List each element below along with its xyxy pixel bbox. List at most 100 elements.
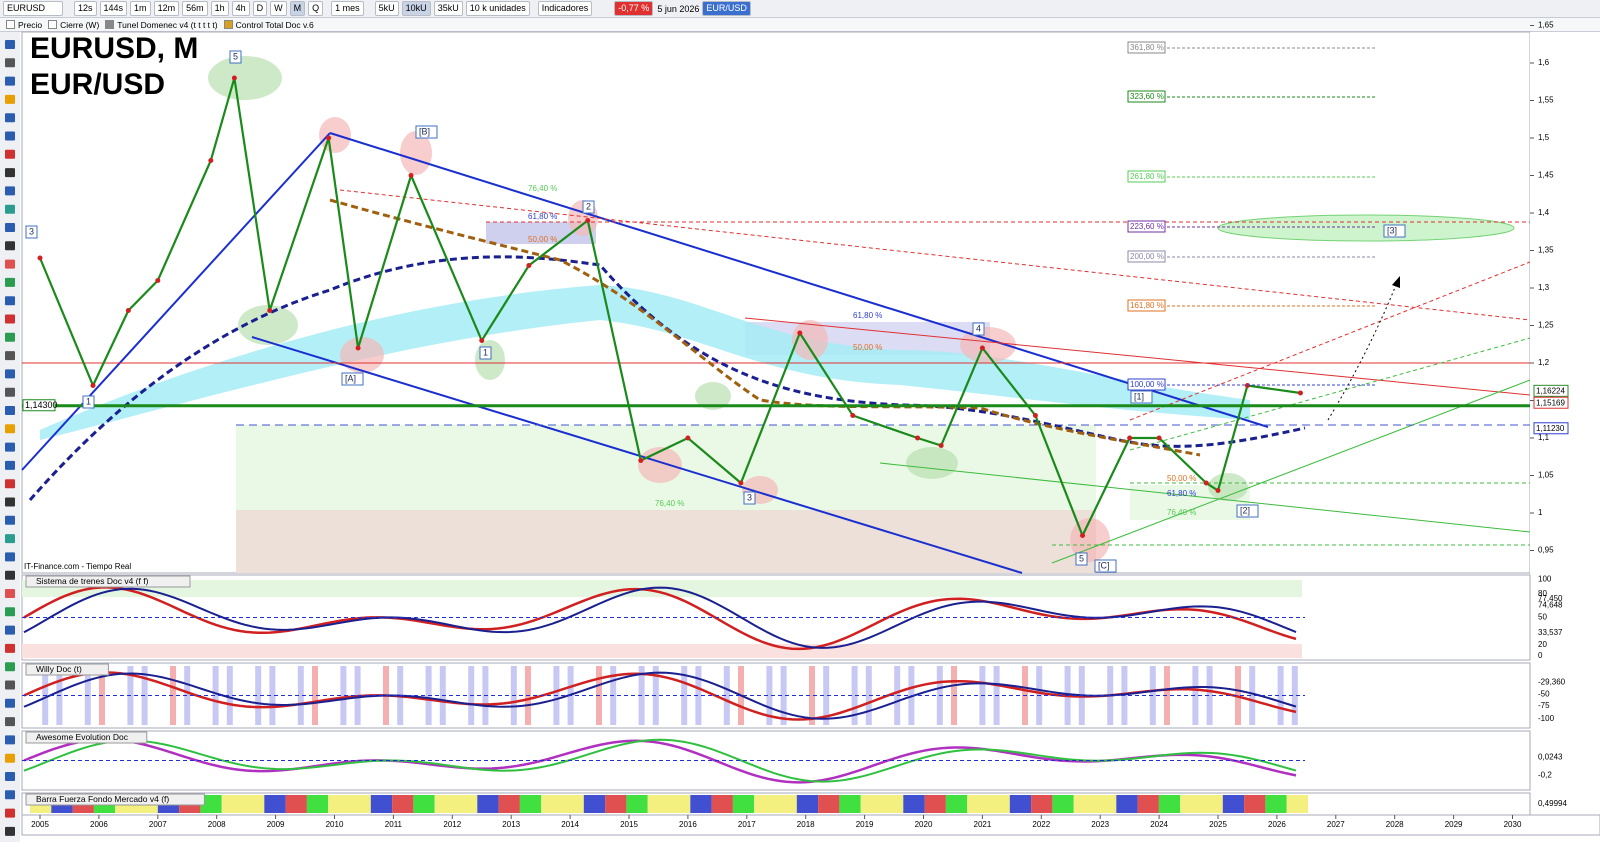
time-tick-label: 2026: [1268, 820, 1286, 829]
panel-axis-label: -100: [1538, 714, 1555, 723]
tool-icon[interactable]: [5, 680, 15, 690]
tool-icon[interactable]: [5, 625, 15, 635]
signal-bar: [269, 666, 276, 725]
tool-icon[interactable]: [5, 698, 15, 708]
tool-icon[interactable]: [5, 442, 15, 452]
time-tick-label: 2008: [208, 820, 226, 829]
strength-bar: [796, 795, 819, 813]
strength-bar: [264, 795, 286, 813]
fib-label: 61,80 %: [853, 311, 882, 320]
tool-icon[interactable]: [5, 76, 15, 86]
tool-icon[interactable]: [5, 460, 15, 470]
fib-label: 61,80 %: [1167, 489, 1196, 498]
tool-icon[interactable]: [5, 131, 15, 141]
timeframe-button[interactable]: 56m: [182, 1, 208, 16]
tool-icon[interactable]: [5, 424, 15, 434]
tool-icon[interactable]: [5, 277, 15, 287]
tool-icon[interactable]: [5, 259, 15, 269]
timeframe-button[interactable]: Q: [308, 1, 324, 16]
timeframe-button[interactable]: D: [252, 1, 268, 16]
trend-line: [744, 317, 1531, 396]
panel-title-box: [25, 663, 109, 676]
dashed-line: [1129, 261, 1531, 421]
tool-icon[interactable]: [5, 186, 15, 196]
timeframe-button[interactable]: 12s: [74, 1, 97, 16]
tool-icon[interactable]: [5, 94, 15, 104]
tool-icon[interactable]: [5, 772, 15, 781]
legend-item[interactable]: Cierre (W): [48, 20, 99, 30]
tool-icon[interactable]: [5, 826, 15, 836]
tool-icon[interactable]: [5, 204, 15, 214]
tool-icon[interactable]: [5, 717, 15, 727]
time-tick-label: 2023: [1091, 820, 1109, 829]
wave-box: [972, 322, 985, 336]
price-point: [1156, 435, 1162, 441]
tool-icon[interactable]: [5, 607, 15, 617]
unit-button[interactable]: 35kU: [433, 1, 463, 16]
tool-icon[interactable]: [5, 662, 15, 672]
wave-label: 3: [747, 492, 752, 502]
indicators-button[interactable]: Indicadores: [537, 1, 593, 16]
tool-icon[interactable]: [5, 552, 15, 562]
tool-icon[interactable]: [5, 113, 15, 123]
timeframe-button[interactable]: M: [289, 1, 306, 16]
highlight-ellipse: [906, 447, 958, 479]
units-select[interactable]: 10 k unidades: [465, 1, 530, 16]
timeframe-button[interactable]: 1m: [130, 1, 151, 16]
tool-icon[interactable]: [5, 808, 15, 818]
timeframe-button[interactable]: 1h: [210, 1, 229, 16]
tool-icon[interactable]: [5, 515, 15, 525]
panel-axis-label: 0,0243: [1538, 753, 1563, 762]
tool-icon[interactable]: [5, 351, 15, 361]
tool-icon[interactable]: [5, 40, 15, 49]
tool-icon[interactable]: [5, 296, 15, 306]
tool-icon[interactable]: [5, 149, 15, 159]
tool-icon[interactable]: [5, 58, 15, 68]
highlight-ellipse: [475, 340, 505, 380]
tool-icon[interactable]: [5, 406, 15, 415]
price-tag: 1,11230: [1536, 424, 1565, 433]
unit-button[interactable]: 5kU: [374, 1, 399, 16]
price-tick-label: 0,95: [1538, 546, 1554, 555]
tool-icon[interactable]: [5, 223, 15, 232]
fib-label: 61,80 %: [528, 212, 557, 221]
symbol-select[interactable]: EURUSD: [3, 1, 63, 16]
tool-icon[interactable]: [5, 479, 15, 489]
timeframe-button[interactable]: 4h: [231, 1, 250, 16]
unit-button[interactable]: 10kU: [401, 1, 431, 16]
timeframe-button[interactable]: 12m: [153, 1, 180, 16]
legend-item[interactable]: Precio: [6, 20, 42, 30]
tool-icon[interactable]: [5, 735, 15, 745]
legend-text: Control Total Doc v.6: [235, 19, 314, 30]
period-select[interactable]: 1 mes: [331, 1, 364, 16]
wave-label: 3: [29, 226, 34, 236]
tool-icon[interactable]: [5, 570, 15, 580]
tool-icon[interactable]: [5, 497, 15, 507]
band: [22, 644, 1302, 658]
time-tick-label: 2017: [738, 820, 756, 829]
wave-box: [82, 395, 95, 409]
timeframe-button[interactable]: 144s: [99, 1, 128, 16]
tool-icon[interactable]: [5, 369, 15, 379]
tool-icon[interactable]: [5, 168, 15, 178]
price-point: [797, 330, 803, 336]
tool-icon[interactable]: [5, 534, 15, 544]
tool-icon[interactable]: [5, 589, 15, 598]
tool-icon[interactable]: [5, 643, 15, 653]
legend-item[interactable]: Tunel Domenec v4 (t t t t t): [105, 20, 218, 30]
tool-icon[interactable]: [5, 241, 15, 251]
tool-icon[interactable]: [5, 790, 15, 800]
signal-bar: [1277, 666, 1284, 725]
price-tick-label: 1,35: [1538, 246, 1554, 255]
strength-bar: [732, 795, 755, 813]
fib-box: [1127, 299, 1166, 312]
legend-item[interactable]: Control Total Doc v.6: [223, 19, 314, 30]
price-point: [1127, 435, 1133, 441]
source: IT-Finance.com - Tiempo Real: [24, 562, 131, 571]
tool-icon[interactable]: [5, 332, 15, 342]
timeframe-button[interactable]: W: [270, 1, 287, 16]
tool-icon[interactable]: [5, 753, 15, 763]
tool-icon[interactable]: [5, 314, 15, 324]
panel-axis-label: 33,537: [1538, 628, 1563, 637]
tool-icon[interactable]: [5, 387, 15, 397]
